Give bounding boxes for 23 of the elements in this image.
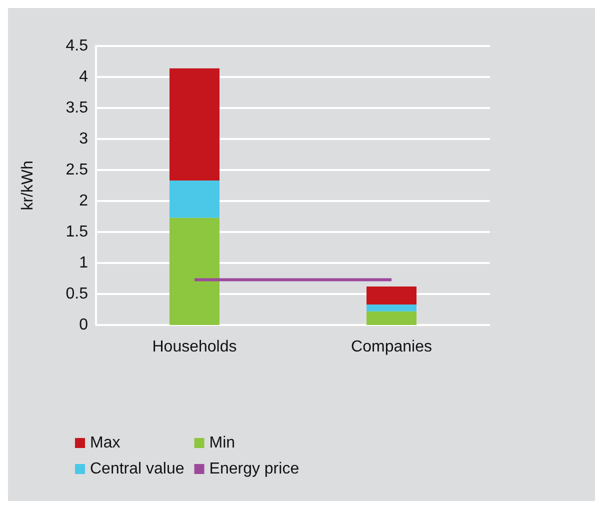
legend-label: Energy price — [209, 460, 300, 478]
y-tick-label: 0.5 — [66, 286, 88, 302]
y-tick-label: 4.5 — [66, 38, 88, 54]
y-tick-label: 2 — [79, 192, 88, 210]
y-tick-label: 1.5 — [66, 224, 88, 240]
y-tick-label: 3.5 — [66, 100, 88, 116]
bar — [170, 180, 220, 218]
legend-label: Max — [90, 434, 120, 452]
y-tick-label: 0 — [79, 316, 88, 334]
bar — [170, 68, 220, 181]
bar — [170, 218, 220, 325]
y-tick-label: 1 — [79, 254, 88, 272]
x-tick-label: Companies — [351, 338, 432, 356]
y-axis-title: kr/kWh — [20, 160, 36, 210]
bar — [366, 311, 416, 325]
bar — [366, 304, 416, 312]
y-tick-label: 4 — [79, 68, 88, 86]
legend-label: Min — [209, 434, 236, 452]
y-tick-label: 3 — [79, 130, 88, 148]
y-tick-label: 2.5 — [66, 162, 88, 178]
legend-label: Central value — [90, 460, 184, 478]
x-tick-label: Households — [152, 338, 237, 356]
bar — [366, 286, 416, 305]
